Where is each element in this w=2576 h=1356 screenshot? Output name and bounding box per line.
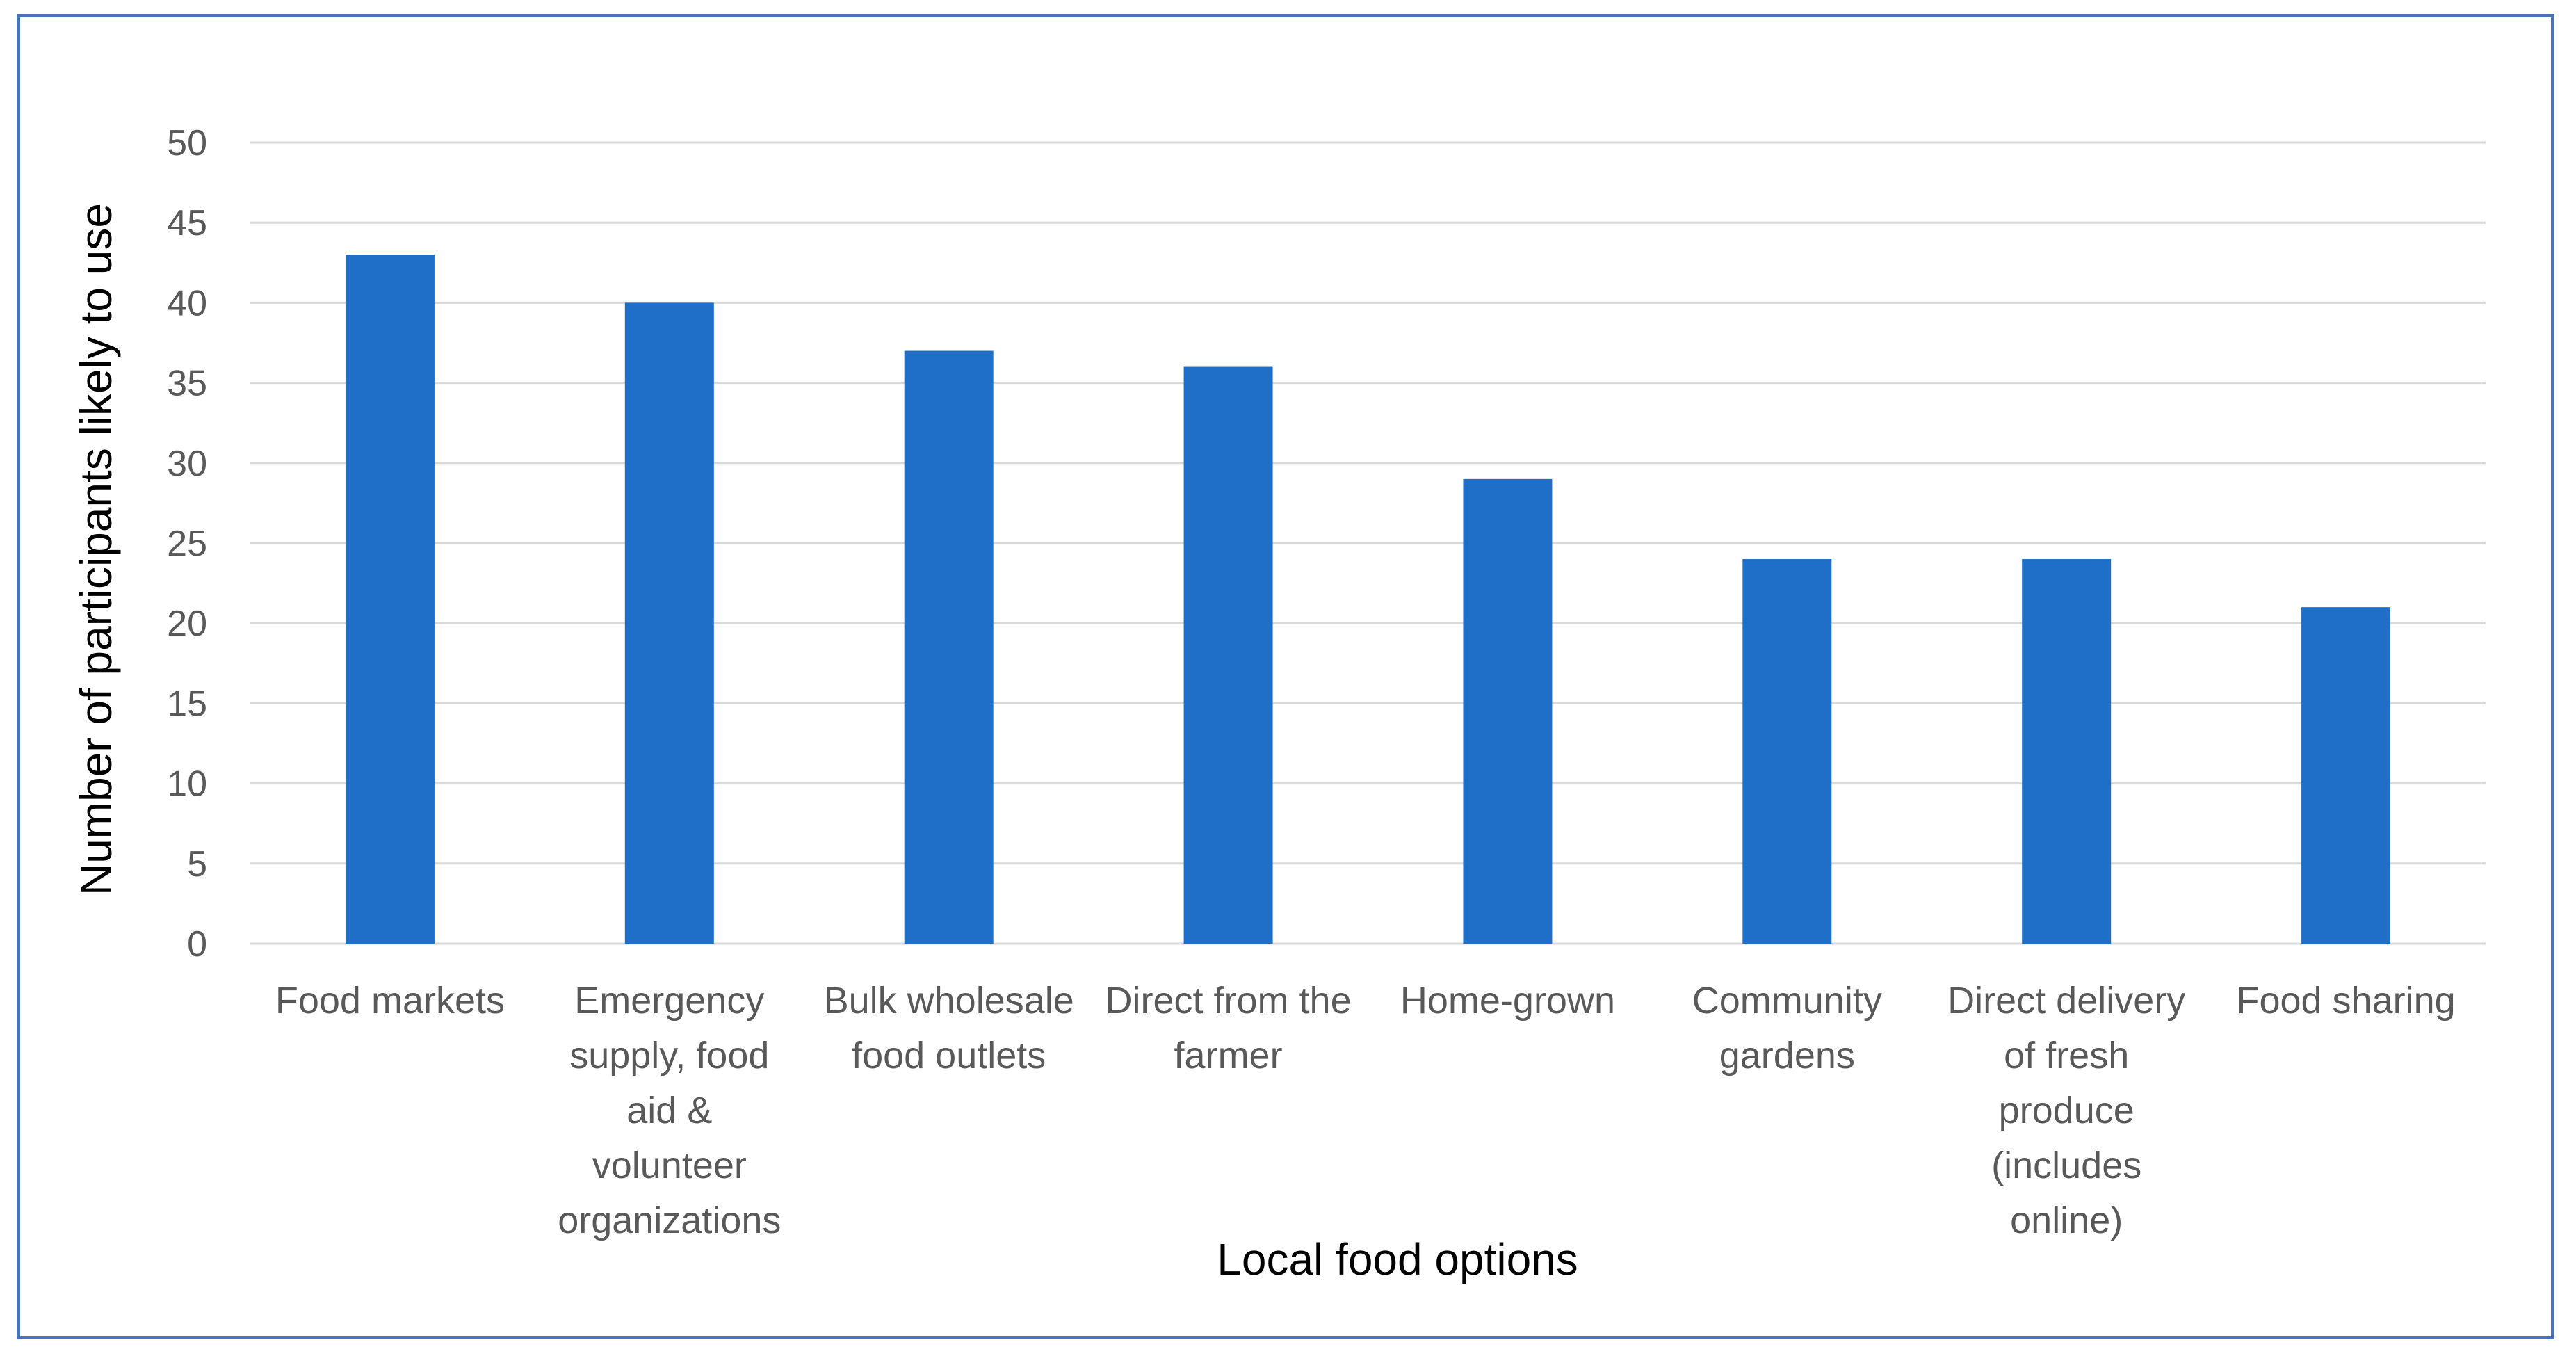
gridlines [250, 141, 2486, 945]
x-category-label: Bulk wholesale food outlets [824, 980, 1074, 1076]
y-tick-label: 50 [167, 123, 207, 163]
x-category-label: Emergency supply, food aid & volunteer organ… [558, 980, 781, 1241]
bar [2022, 559, 2112, 944]
x-category-label: Home-grown [1400, 980, 1615, 1022]
bar [345, 255, 435, 944]
y-tick-label: 5 [187, 844, 207, 885]
y-axis-title: Number of participants likely to use [71, 203, 121, 896]
bar [1183, 366, 1273, 944]
y-tick-label: 0 [187, 924, 207, 964]
x-category-label: Food markets [275, 980, 505, 1022]
y-tick-label: 35 [167, 364, 207, 404]
y-tick-label: 20 [167, 604, 207, 644]
y-tick-label: 10 [167, 764, 207, 805]
y-tick-label: 15 [167, 684, 207, 724]
y-tick-label: 45 [167, 203, 207, 243]
y-tick-label: 30 [167, 444, 207, 484]
x-category-labels: Food markets Emergency supply, food aid & vo… [275, 980, 2456, 1241]
bar [1463, 478, 1553, 944]
x-category-label: Community gardens [1692, 980, 1882, 1076]
x-category-label: Food sharing [2236, 980, 2455, 1022]
y-tick-label: 25 [167, 524, 207, 564]
chart-frame [17, 14, 2554, 1339]
x-category-label: Direct from the farmer [1105, 980, 1352, 1076]
y-tick-label: 40 [167, 283, 207, 323]
y-tick-labels: 0 5 10 15 20 25 30 35 40 45 50 [167, 123, 207, 964]
bars [345, 255, 2391, 944]
x-category-label: Direct delivery of fresh produce (includes o… [1947, 980, 2185, 1241]
x-axis-title: Local food options [1217, 1234, 1578, 1284]
bar [624, 302, 714, 944]
bar [1742, 559, 1832, 944]
bar [904, 350, 994, 944]
bar [2301, 607, 2391, 944]
